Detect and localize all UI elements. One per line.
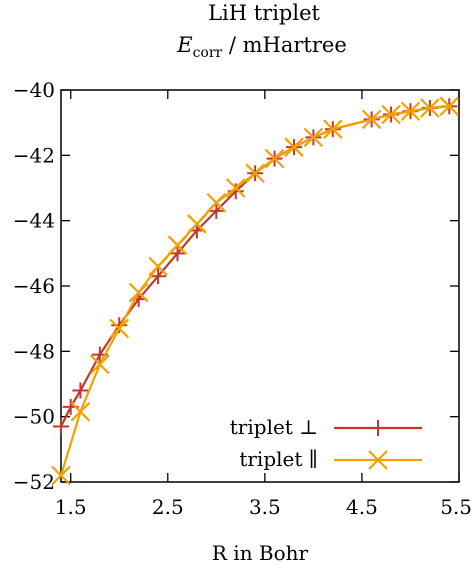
axis-ticks: −40 −42 −44 −46 −48 −50 −521.5 2.5 3.5 4.5 5.5 xyxy=(13,78,472,519)
y-tick-label: −40 xyxy=(13,78,55,102)
title-subscript: corr xyxy=(193,45,223,61)
data-point xyxy=(167,235,188,255)
legend-marker-series-2 xyxy=(368,450,388,470)
legend-label-series-1: triplet ⊥ xyxy=(230,415,318,439)
data-point xyxy=(70,401,91,422)
chart-title-line1: LiH triplet xyxy=(208,1,320,25)
data-point xyxy=(303,127,324,148)
data-point xyxy=(51,465,71,486)
data-point xyxy=(245,163,265,184)
data-point xyxy=(90,354,110,375)
data-point xyxy=(128,282,149,303)
data-point xyxy=(264,148,285,169)
data-point xyxy=(439,96,460,117)
data-point xyxy=(187,214,207,234)
x-tick-label: 5.5 xyxy=(440,495,472,519)
y-tick-label: −42 xyxy=(13,143,55,167)
data-point xyxy=(420,98,440,118)
data-point xyxy=(225,178,246,198)
y-tick-label: −48 xyxy=(13,339,55,363)
data-point xyxy=(148,256,168,277)
legend-label-series-2: triplet ∥ xyxy=(239,447,318,471)
series-line-2 xyxy=(59,105,450,476)
x-tick-label: 4.5 xyxy=(346,495,378,519)
data-point xyxy=(109,318,130,339)
data-point xyxy=(169,245,186,262)
y-tick-label: −52 xyxy=(13,470,55,494)
data-point xyxy=(72,382,89,399)
series-1 xyxy=(53,98,458,435)
data-point xyxy=(400,101,421,122)
data-point xyxy=(284,137,304,157)
title-variable: E xyxy=(176,33,192,57)
chart-title-line2: Ecorr / mHartree xyxy=(176,33,347,61)
y-tick-label: −44 xyxy=(13,209,55,233)
data-point xyxy=(323,119,343,139)
x-tick-label: 1.5 xyxy=(55,495,87,519)
series-layer xyxy=(51,96,460,486)
x-tick-label: 2.5 xyxy=(152,495,184,519)
data-point xyxy=(361,109,382,130)
data-point xyxy=(381,104,401,125)
data-point xyxy=(206,192,227,213)
title-unit: / mHartree xyxy=(222,33,347,57)
data-point xyxy=(150,268,167,285)
x-tick-label: 3.5 xyxy=(249,495,281,519)
data-point xyxy=(208,202,225,219)
data-point xyxy=(53,418,69,435)
series-2 xyxy=(51,96,460,486)
y-tick-label: −46 xyxy=(13,274,55,298)
y-tick-label: −50 xyxy=(13,405,55,429)
legend: triplet ⊥ triplet ∥ xyxy=(230,415,422,471)
legend-marker-series-1 xyxy=(370,420,386,436)
series-line-1 xyxy=(60,105,450,427)
x-axis-label: R in Bohr xyxy=(212,541,309,565)
